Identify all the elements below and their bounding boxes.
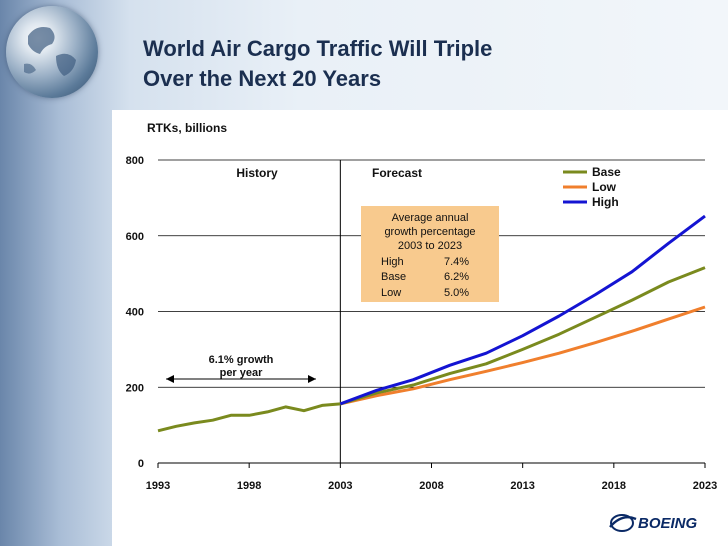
legend-label-base: Base: [592, 165, 621, 179]
inset-row-value: 7.4%: [444, 256, 470, 268]
inset-header-line1: Average annual: [391, 212, 469, 224]
x-tick-label: 2013: [510, 480, 534, 492]
history-series-line: [157, 402, 341, 433]
inset-header-line2: growth percentage: [384, 226, 476, 238]
x-tick-label: 2023: [693, 480, 717, 492]
growth-annotation-line1: 6.1% growth: [209, 354, 274, 366]
inset-row-value: 6.2%: [444, 271, 470, 283]
forecast-label: Forecast: [372, 166, 422, 180]
y-tick-label: 400: [126, 307, 144, 319]
y-tick-label: 600: [126, 231, 144, 243]
inset-row-base: Base 6.2%: [381, 270, 491, 284]
inset-row-label: Low: [381, 287, 402, 299]
history-label: History: [236, 166, 278, 180]
x-tick-label: 1993: [146, 480, 170, 492]
series-line-base: [339, 266, 706, 406]
y-units-label: RTKs, billions: [147, 121, 228, 135]
growth-inset-box: Average annual growth percentage 2003 to…: [361, 206, 499, 302]
inset-row-low: Low 5.0%: [381, 286, 491, 300]
x-tick-label: 1998: [237, 480, 261, 492]
inset-row-label: Base: [381, 271, 407, 283]
globe-icon: [6, 6, 98, 98]
inset-header-line3: 2003 to 2023: [397, 240, 463, 252]
legend-label-low: Low: [592, 180, 617, 194]
series-line-low: [339, 305, 706, 406]
growth-annotation-line2: per year: [220, 367, 264, 379]
chart-panel: [112, 110, 728, 546]
inset-row-label: High: [381, 256, 404, 268]
boeing-logo-icon: BOEING: [608, 509, 718, 535]
logo-text: BOEING: [638, 515, 698, 532]
inset-row-high: High 7.4%: [381, 255, 491, 269]
x-tick-label: 2018: [602, 480, 626, 492]
y-tick-label: 200: [126, 382, 144, 394]
slide-title-line2: Over the Next 20 Years: [143, 66, 382, 91]
growth-arrow-right-head: [308, 375, 316, 383]
legend-label-high: High: [592, 195, 619, 209]
y-tick-label: 0: [138, 458, 144, 470]
inset-row-value: 5.0%: [444, 287, 470, 299]
y-tick-label: 800: [126, 155, 144, 167]
growth-arrow-left-head: [166, 375, 174, 383]
slide-title-line1: World Air Cargo Traffic Will Triple: [143, 36, 493, 61]
x-tick-label: 2003: [328, 480, 352, 492]
series-line-high: [339, 214, 706, 406]
x-tick-label: 2008: [419, 480, 443, 492]
